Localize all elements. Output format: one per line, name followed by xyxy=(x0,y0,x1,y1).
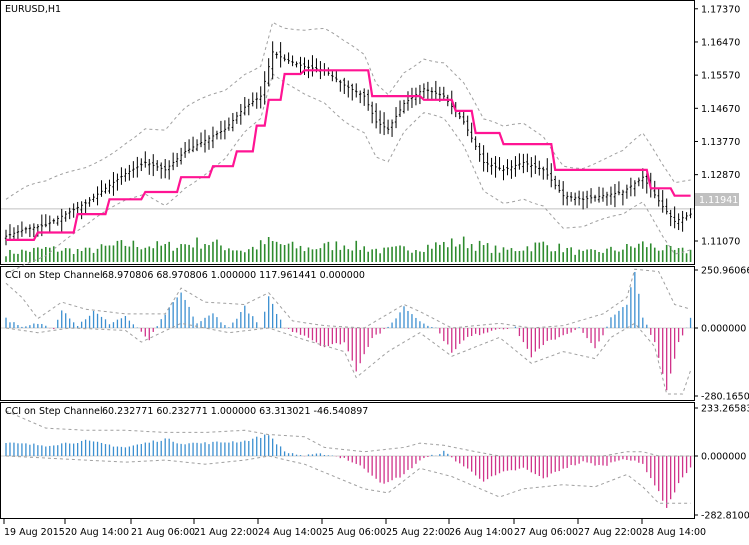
time-axis-label: 25 Aug 22:00 xyxy=(386,527,450,538)
price-axis-label: 1.16470 xyxy=(701,37,740,48)
cci-2-title: CCI on Step Channel xyxy=(5,406,103,417)
price-axis-label: 1.11070 xyxy=(701,236,740,247)
cci-2-channel-lower xyxy=(5,455,691,504)
cci-2-axis-label: 233.265837 xyxy=(701,404,749,415)
time-axis-label: 25 Aug 06:00 xyxy=(322,527,386,538)
cci-1-channel-lower xyxy=(5,322,692,395)
cci-1-values: 68.970806 68.970806 1.000000 117.961441 … xyxy=(102,270,365,281)
cci-1-axis-label: -280.165028 xyxy=(701,392,749,403)
price-channel-lower xyxy=(5,73,691,274)
step-channel-line xyxy=(6,69,691,241)
price-panel[interactable] xyxy=(0,0,695,265)
price-axis-label: 1.12870 xyxy=(701,170,740,181)
cci-2-axis-label: -282.81003 xyxy=(701,511,749,522)
cci-1-axis-label: 250.960664 xyxy=(701,266,749,277)
price-axis-label: 1.17370 xyxy=(701,4,740,15)
time-axis-label: 27 Aug 06:00 xyxy=(514,527,578,538)
price-chart-title: EURUSD,H1 xyxy=(5,4,61,15)
cci-2-values: 60.232771 60.232771 1.000000 63.313021 -… xyxy=(102,406,368,417)
time-axis-label: 19 Aug 2015 xyxy=(4,527,65,538)
cci-panel-1[interactable] xyxy=(0,266,695,401)
price-axis-label: 1.15570 xyxy=(701,71,740,82)
cci-1-title: CCI on Step Channel xyxy=(5,270,103,281)
time-axis-label: 24 Aug 14:00 xyxy=(258,527,322,538)
price-axis-label: 1.14670 xyxy=(701,104,740,115)
time-axis-label: 20 Aug 14:00 xyxy=(65,527,129,538)
time-axis-label: 21 Aug 06:00 xyxy=(131,527,195,538)
current-price-label: 1.11941 xyxy=(699,195,738,206)
time-axis-label: 21 Aug 22:00 xyxy=(194,527,258,538)
cci-1-axis-label: 0.000000 xyxy=(701,324,746,335)
cci-2-channel-upper xyxy=(5,410,691,457)
price-axis-label: 1.13770 xyxy=(701,137,740,148)
current-price-tag xyxy=(695,193,739,206)
time-axis-label: 27 Aug 22:00 xyxy=(578,527,642,538)
time-axis-label: 26 Aug 14:00 xyxy=(449,527,513,538)
cci-panel-2[interactable] xyxy=(0,402,695,519)
time-axis-label: 28 Aug 14:00 xyxy=(642,527,706,538)
price-channel-upper xyxy=(5,21,691,200)
cci-2-axis-label: 0.000000 xyxy=(701,452,746,463)
